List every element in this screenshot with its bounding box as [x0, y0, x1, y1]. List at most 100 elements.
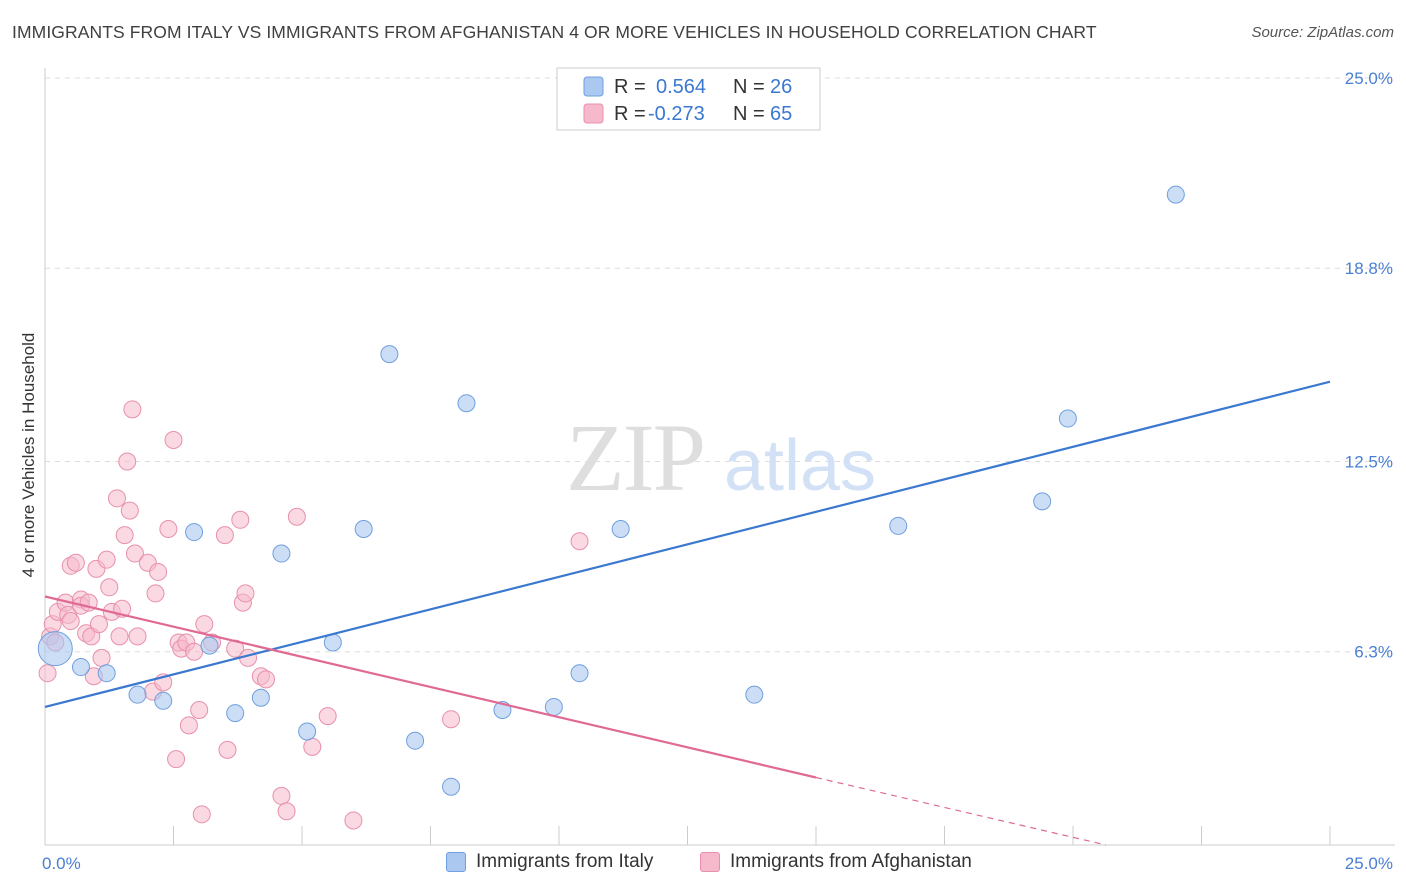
italy-point-9: [272, 544, 291, 563]
y-tick-label-3: 25.0%: [1345, 69, 1393, 88]
legend-afghan-r-label: R =: [614, 103, 646, 125]
afghanistan-point-19: [97, 550, 116, 569]
legend-swatch-afghanistan: [700, 852, 720, 872]
afghanistan-trend-extension: [815, 776, 1107, 846]
italy-point-16: [457, 394, 476, 413]
afghanistan-trend-line: [44, 595, 817, 779]
chart-title: IMMIGRANTS FROM ITALY VS IMMIGRANTS FROM…: [12, 22, 1097, 42]
afghanistan-point-64: [570, 532, 589, 551]
italy-point-15: [442, 777, 461, 796]
afghanistan-point-9: [66, 553, 85, 572]
italy-point-25: [1166, 185, 1185, 204]
legend-swatch-italy: [446, 852, 466, 872]
legend-afghan-swatch: [583, 103, 604, 124]
afghanistan-point-44: [190, 701, 209, 720]
axes: [44, 68, 1395, 846]
afghanistan-point-59: [287, 507, 306, 526]
legend-italy-n-label: N =: [733, 76, 765, 98]
afghanistan-point-20: [100, 578, 119, 597]
legend-item-italy: Immigrants from Italy: [446, 851, 653, 873]
afghanistan-point-57: [272, 786, 291, 805]
afghanistan-point-33: [146, 584, 165, 603]
legend-afghan-n-value: 65: [770, 103, 792, 125]
italy-point-2: [97, 664, 116, 683]
italy-point-14: [406, 731, 425, 750]
afghanistan-point-34: [149, 562, 168, 581]
correlation-legend: R = 0.564 N = 26 R = -0.273 N = 65: [556, 67, 821, 131]
italy-point-23: [1033, 492, 1052, 511]
afghanistan-point-42: [179, 716, 198, 735]
legend-label-afghanistan: Immigrants from Afghanistan: [730, 851, 972, 872]
italy-point-8: [251, 688, 270, 707]
afghanistan-point-29: [125, 544, 144, 563]
afghanistan-point-51: [231, 510, 250, 529]
legend-item-afghanistan: Immigrants from Afghanistan: [700, 851, 972, 873]
legend-afghan-r-value: -0.273: [648, 103, 705, 125]
afghanistan-point-23: [110, 627, 129, 646]
afghanistan-point-37: [164, 431, 183, 450]
y-tick-label-1: 12.5%: [1345, 453, 1393, 472]
afghanistan-point-43: [185, 642, 204, 661]
afghanistan-point-38: [167, 750, 186, 769]
afghanistan-point-49: [218, 740, 237, 759]
y-axis-label: 4 or more Vehicles in Household: [19, 333, 38, 578]
series-legend: Immigrants from Italy Immigrants from Af…: [0, 851, 1406, 879]
y-tick-label-2: 18.8%: [1345, 259, 1393, 278]
watermark-atlas: atlas: [724, 426, 876, 506]
legend-italy-n-value: 26: [770, 76, 792, 98]
afghanistan-points: [38, 400, 589, 830]
afghanistan-point-36: [159, 519, 178, 538]
afghanistan-point-0: [38, 664, 57, 683]
afghanistan-point-17: [89, 615, 108, 634]
italy-point-21: [745, 685, 764, 704]
italy-point-12: [354, 519, 373, 538]
italy-point-20: [611, 519, 630, 538]
afghanistan-point-56: [257, 670, 276, 689]
afghanistan-point-62: [344, 811, 363, 830]
afghanistan-point-8: [61, 612, 80, 631]
afghanistan-point-30: [128, 627, 147, 646]
legend-italy-r-value: 0.564: [656, 76, 706, 98]
italy-point-5: [185, 523, 204, 542]
legend-label-italy: Immigrants from Italy: [476, 851, 654, 872]
legend-afghan-n-label: N =: [733, 103, 765, 125]
x-tick-label-0: 0.0%: [42, 854, 81, 873]
x-tick-label-1: 25.0%: [1345, 854, 1393, 873]
afghanistan-point-25: [115, 526, 134, 545]
afghanistan-point-48: [215, 526, 234, 545]
italy-point-0: [37, 631, 73, 667]
italy-point-24: [1058, 409, 1077, 428]
italy-points: [37, 185, 1185, 796]
italy-point-22: [889, 516, 908, 535]
italy-point-3: [128, 685, 147, 704]
italy-point-1: [71, 658, 90, 677]
y-tick-label-0: 6.3%: [1354, 643, 1393, 662]
italy-point-4: [154, 691, 173, 710]
legend-italy-r-label: R =: [614, 76, 646, 98]
afghanistan-point-27: [120, 501, 139, 520]
afghanistan-point-60: [303, 737, 322, 756]
italy-point-19: [570, 664, 589, 683]
tick-labels: 6.3% 12.5% 18.8% 25.0% 0.0% 25.0%: [42, 69, 1393, 873]
watermark: ZIP atlas: [566, 404, 876, 511]
source-label: Source: ZipAtlas.com: [1251, 24, 1394, 41]
legend-italy-swatch: [583, 76, 604, 97]
italy-trend-line: [44, 380, 1331, 709]
grid-lines: [45, 77, 1395, 653]
afghanistan-point-28: [123, 400, 142, 419]
afghanistan-point-61: [318, 707, 337, 726]
italy-point-6: [200, 636, 219, 655]
watermark-zip: ZIP: [566, 404, 704, 511]
afghanistan-point-26: [118, 452, 137, 471]
afghanistan-point-58: [277, 802, 296, 821]
italy-point-7: [226, 704, 245, 723]
afghanistan-point-18: [92, 648, 111, 667]
trend-lines: [44, 380, 1331, 846]
afghanistan-point-53: [236, 584, 255, 603]
afghanistan-point-46: [195, 615, 214, 634]
afghanistan-point-45: [192, 805, 211, 824]
italy-point-18: [544, 697, 563, 716]
afghanistan-point-63: [442, 710, 461, 729]
afghanistan-point-22: [107, 489, 126, 508]
